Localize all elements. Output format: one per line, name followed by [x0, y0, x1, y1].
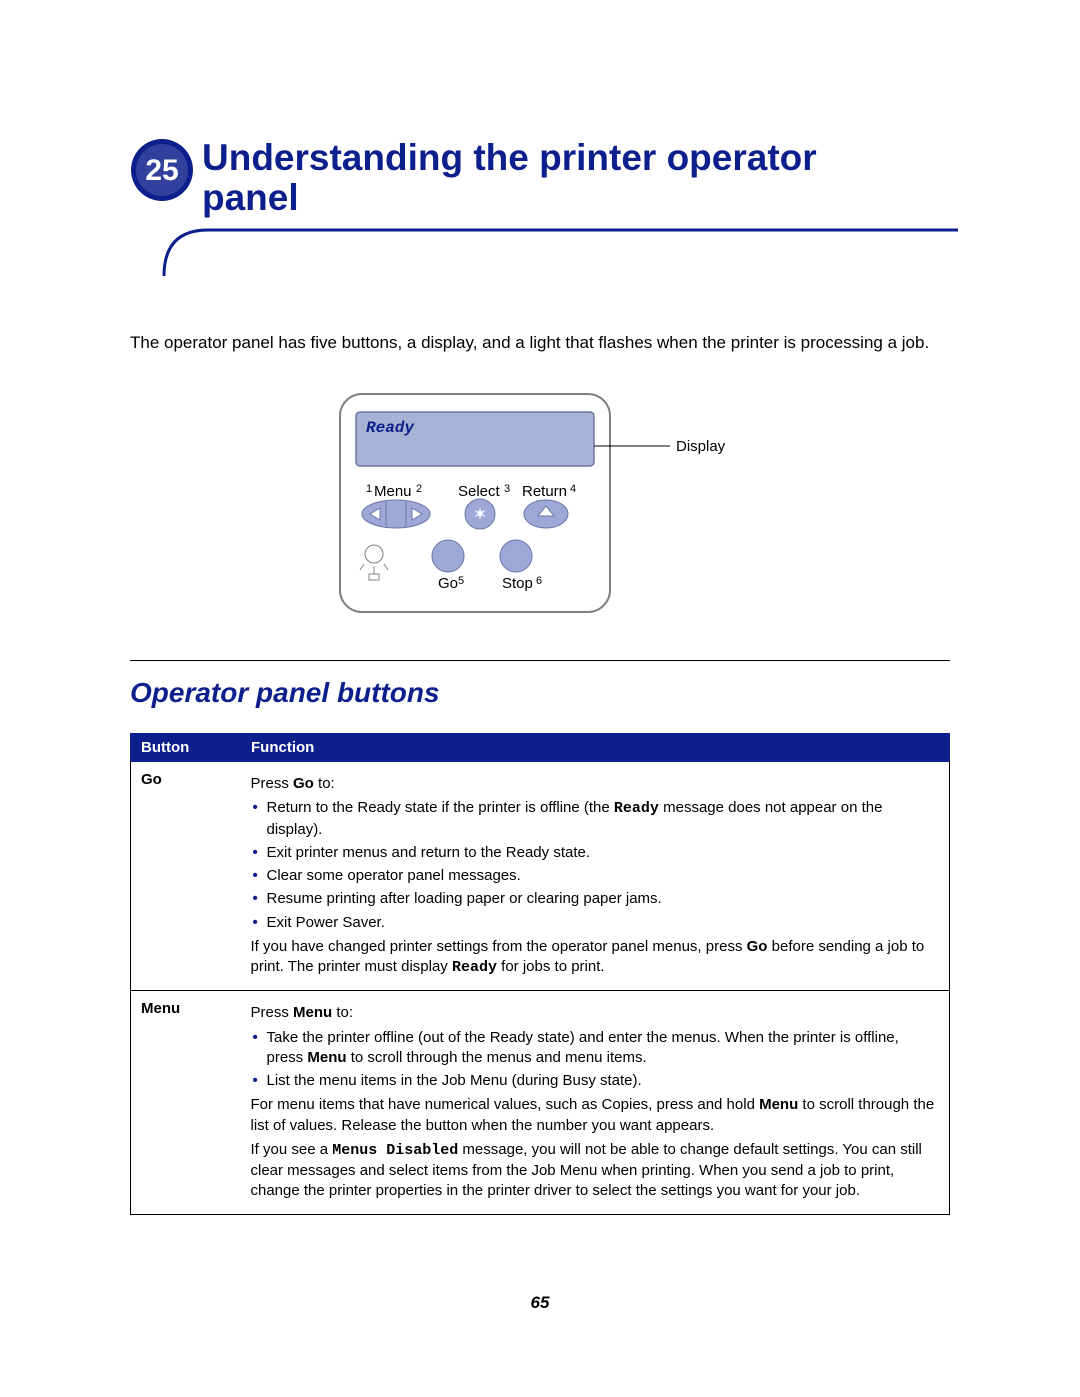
list-item: Take the printer offline (out of the Rea… [251, 1028, 940, 1069]
table-row: Menu Press Menu to: Take the printer off… [131, 991, 950, 1214]
svg-text:Display: Display [676, 438, 726, 455]
button-name: Menu [131, 991, 241, 1214]
svg-text:25: 25 [145, 154, 178, 187]
svg-text:Select: Select [458, 483, 501, 500]
chapter-title: Understanding the printer operator panel [202, 138, 817, 218]
th-function: Function [241, 734, 950, 762]
list-item: Return to the Ready state if the printer… [251, 798, 940, 840]
table-row: Go Press Go to: Return to the Ready stat… [131, 762, 950, 991]
svg-text:✶: ✶ [472, 504, 487, 524]
list-item: Exit printer menus and return to the Rea… [251, 843, 940, 863]
list-item: Resume printing after loading paper or c… [251, 889, 940, 909]
svg-text:Ready: Ready [366, 419, 415, 437]
intro-paragraph: The operator panel has five buttons, a d… [130, 332, 950, 354]
svg-text:Go: Go [438, 575, 458, 592]
svg-text:1: 1 [366, 483, 372, 495]
button-name: Go [131, 762, 241, 991]
list-item: Exit Power Saver. [251, 913, 940, 933]
button-function-table: Button Function Go Press Go to: Return t… [130, 733, 950, 1215]
operator-panel-diagram: Ready Display 1 Menu 2 Select 3 Return 4… [130, 388, 950, 618]
svg-text:Menu: Menu [374, 483, 412, 500]
button-function: Press Go to: Return to the Ready state i… [241, 762, 950, 991]
subsection-title: Operator panel buttons [130, 677, 950, 709]
svg-text:Return: Return [522, 483, 567, 500]
button-function: Press Menu to: Take the printer offline … [241, 991, 950, 1214]
svg-text:Stop: Stop [502, 575, 533, 592]
svg-text:2: 2 [416, 483, 422, 495]
list-item: List the menu items in the Job Menu (dur… [251, 1071, 940, 1091]
svg-text:5: 5 [458, 575, 464, 587]
section-divider [130, 660, 950, 661]
svg-text:4: 4 [570, 483, 576, 495]
header-underline [158, 226, 950, 276]
svg-text:3: 3 [504, 483, 510, 495]
page-number: 65 [0, 1293, 1080, 1313]
title-line2: panel [202, 177, 299, 218]
chapter-header: 25 Understanding the printer operator pa… [130, 138, 950, 218]
svg-text:6: 6 [536, 575, 542, 587]
list-item: Clear some operator panel messages. [251, 866, 940, 886]
chapter-number-badge: 25 [130, 138, 194, 202]
title-line1: Understanding the printer operator [202, 137, 817, 178]
th-button: Button [131, 734, 241, 762]
